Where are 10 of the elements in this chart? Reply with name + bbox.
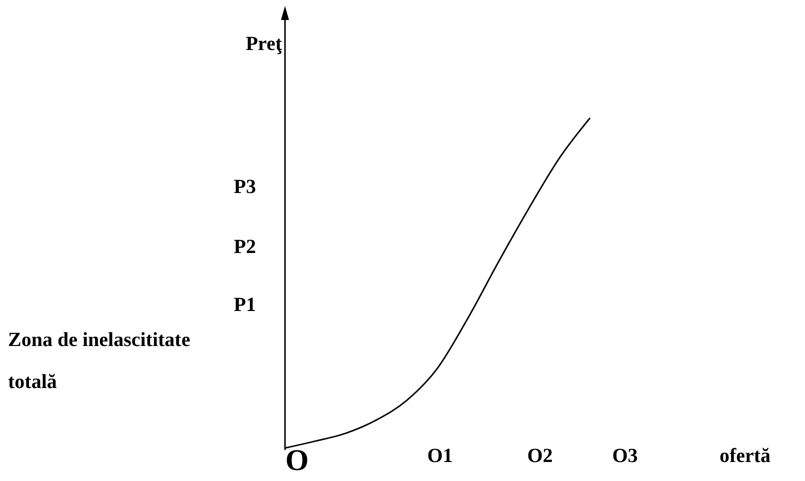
text: O3 [612,445,638,467]
annotation: O2 [527,445,553,467]
text: ofertă [719,445,771,467]
text: P1 [234,294,256,316]
y-axis-title: Preţ [246,33,282,55]
annotation: O [285,444,309,477]
text: Zona de inelascititate totală [8,329,190,393]
text: P2 [234,236,256,258]
text: P3 [234,176,256,198]
annotation: O1 [427,445,453,467]
